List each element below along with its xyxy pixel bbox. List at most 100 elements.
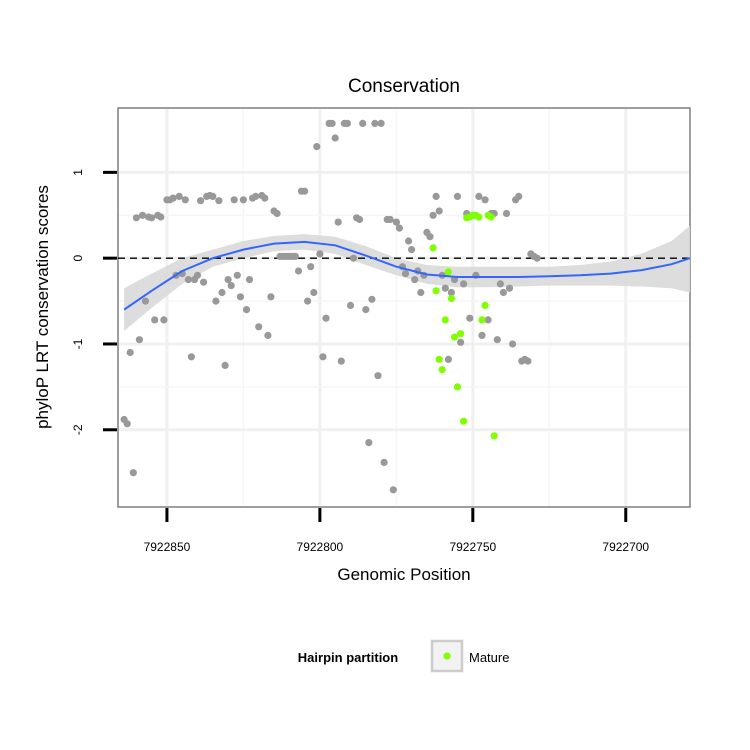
x-axis-title: Genomic Position: [337, 565, 470, 584]
other-point: [432, 192, 440, 200]
other-point: [362, 306, 370, 314]
legend-title: Hairpin partition: [298, 650, 398, 665]
smooth-line-group: [123, 240, 691, 311]
other-point: [294, 267, 303, 275]
other-point: [252, 192, 260, 200]
other-point: [411, 276, 419, 284]
other-point: [245, 276, 254, 284]
other-point: [359, 119, 367, 127]
mature-point: [460, 417, 468, 425]
other-point: [193, 271, 202, 279]
x-tick-label: 7922700: [602, 540, 649, 554]
other-point: [515, 192, 523, 200]
other-point: [386, 215, 394, 224]
other-point: [227, 282, 235, 290]
other-point: [408, 246, 416, 254]
other-point: [291, 252, 299, 260]
smooth-line: [123, 240, 691, 311]
other-point: [242, 306, 251, 314]
other-point: [337, 357, 345, 365]
other-point: [331, 134, 339, 142]
other-point: [160, 316, 168, 324]
other-point: [349, 254, 358, 262]
other-point: [368, 295, 376, 303]
other-point: [316, 250, 324, 258]
data-points: [120, 119, 541, 494]
mature-point: [432, 287, 440, 295]
other-point: [181, 196, 189, 204]
other-point: [435, 207, 443, 215]
mature-point: [490, 432, 498, 440]
other-point: [484, 316, 492, 324]
other-point: [123, 420, 131, 428]
other-point: [157, 213, 165, 221]
other-point: [502, 209, 511, 218]
mature-point: [435, 355, 443, 363]
other-point: [334, 218, 342, 226]
y-axis-title: phyloP LRT conservation scores: [33, 185, 52, 429]
other-point: [218, 288, 226, 297]
other-point: [310, 288, 318, 297]
other-point: [132, 214, 140, 222]
other-point: [307, 263, 315, 271]
x-tick-label: 7922850: [144, 540, 191, 554]
other-point: [365, 439, 373, 447]
other-point: [175, 192, 183, 200]
other-point: [322, 314, 330, 322]
other-point: [346, 301, 355, 309]
other-point: [224, 276, 232, 284]
other-point: [478, 331, 486, 339]
other-point: [215, 197, 223, 205]
other-point: [524, 357, 532, 365]
mature-point: [475, 213, 483, 221]
other-point: [392, 218, 400, 226]
mature-point: [457, 330, 465, 338]
mature-point: [447, 294, 455, 303]
other-point: [356, 215, 364, 224]
mature-point: [487, 213, 495, 221]
mature-point: [429, 244, 437, 252]
other-point: [417, 288, 425, 297]
other-point: [466, 314, 474, 322]
other-point: [328, 119, 336, 127]
chart-title: Conservation: [348, 76, 460, 97]
other-point: [447, 288, 455, 297]
other-point: [239, 196, 247, 204]
mature-point: [444, 268, 452, 276]
other-point: [453, 192, 462, 200]
other-point: [475, 192, 483, 200]
other-point: [426, 233, 434, 241]
x-tick-label: 7922800: [297, 540, 344, 554]
other-point: [200, 278, 208, 286]
other-point: [212, 297, 220, 305]
other-point: [395, 224, 403, 232]
other-point: [264, 331, 272, 339]
plot-panel: [117, 107, 691, 508]
other-point: [493, 336, 501, 344]
other-point: [261, 194, 269, 202]
other-point: [148, 214, 156, 222]
other-point: [313, 143, 321, 151]
axes: 7922850 7922800 7922750 7922700 -2 -1 0 1: [71, 169, 649, 554]
y-tick-label: 0: [71, 255, 85, 262]
other-point: [209, 192, 217, 200]
other-point: [301, 187, 309, 195]
other-point: [499, 288, 507, 297]
other-point: [429, 211, 437, 219]
other-point: [389, 486, 397, 494]
other-point: [221, 361, 229, 369]
other-point: [197, 197, 205, 205]
legend-label-mature: Mature: [469, 650, 509, 665]
other-point: [236, 293, 244, 301]
other-point: [135, 336, 143, 344]
other-point: [233, 271, 241, 279]
confidence-band: [124, 225, 691, 332]
other-point: [138, 211, 147, 219]
x-tick-label: 7922750: [449, 540, 496, 554]
other-point: [481, 196, 489, 204]
other-point: [343, 119, 351, 127]
other-point: [371, 119, 379, 127]
other-point: [401, 270, 410, 278]
mature-point: [450, 333, 459, 341]
